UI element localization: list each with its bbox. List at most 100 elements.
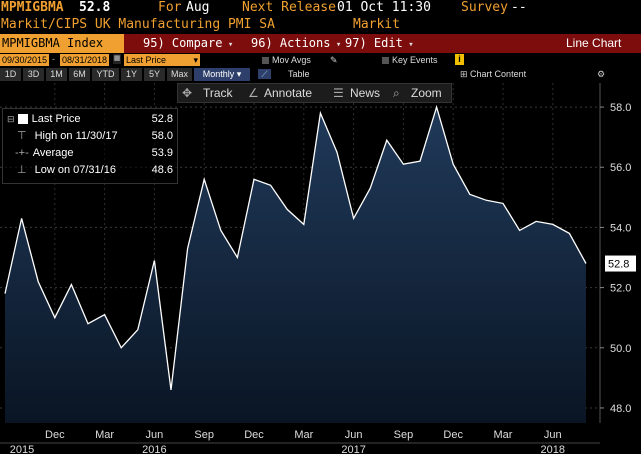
x-tick-label: Dec xyxy=(45,429,65,441)
security-description: Markit/CIPS UK Manufacturing PMI SA xyxy=(1,17,275,32)
x-tick-label: Dec xyxy=(443,429,463,441)
y-tick-label: 58.0 xyxy=(610,102,631,114)
x-year-label: 2015 xyxy=(10,444,34,454)
price-area xyxy=(5,107,586,423)
x-tick-label: Mar xyxy=(95,429,114,441)
x-year-label: 2016 xyxy=(142,444,166,454)
zoom-button[interactable]: Zoom xyxy=(411,86,442,100)
for-value: Aug xyxy=(186,0,210,15)
description-row: Markit/CIPS UK Manufacturing PMI SA Mark… xyxy=(0,16,641,33)
zoom-icon: ⌕ xyxy=(393,86,400,100)
ticker-symbol: MPMIGBMA xyxy=(1,0,64,15)
y-tick-label: 50.0 xyxy=(610,343,631,355)
period-1m[interactable]: 1M xyxy=(46,68,67,81)
key-events-checkbox[interactable] xyxy=(382,57,389,65)
mov-avgs-label: Mov Avgs xyxy=(272,55,311,65)
x-tick-label: Jun xyxy=(146,429,164,441)
period-6m[interactable]: 6M xyxy=(69,68,90,81)
track-button[interactable]: Track xyxy=(203,86,233,100)
move-icon[interactable]: ✥ xyxy=(182,86,193,100)
price-line xyxy=(4,104,587,390)
next-release-value: 01 Oct 11:30 xyxy=(337,0,431,15)
info-icon[interactable]: i xyxy=(455,54,464,65)
security-header: MPMIGBMA 52.8 For Aug Next Release 01 Oc… xyxy=(0,0,641,16)
mov-avgs-checkbox[interactable] xyxy=(262,57,269,65)
gear-icon[interactable]: ⚙ xyxy=(597,69,606,79)
period-max[interactable]: Max xyxy=(167,68,192,81)
legend-average-value: 53.9 xyxy=(151,147,173,159)
x-tick-label: Dec xyxy=(244,429,264,441)
low-marker-icon: ⊥ xyxy=(17,164,27,176)
actions-button[interactable]: 96) Actions ▾ xyxy=(251,36,342,50)
x-tick-label: Mar xyxy=(494,429,513,441)
x-tick-label: Jun xyxy=(345,429,363,441)
line-chart-icon[interactable]: ⟋ xyxy=(258,69,271,79)
y-tick-labels: 48.0 50.0 52.0 54.0 56.0 58.0 xyxy=(600,102,631,415)
security-field[interactable]: MPMIGBMA Index xyxy=(0,34,124,53)
legend-low-label: Low on 07/31/16 xyxy=(34,164,116,176)
legend-average: -+- Average 53.9 xyxy=(7,146,175,160)
period-bar: 1D 3D 1M 6M YTD 1Y 5Y Max Monthly ▾ ⟋ Ta… xyxy=(0,67,641,82)
actions-label: 96) Actions xyxy=(251,36,331,50)
x-year-label: 2018 xyxy=(541,444,565,454)
legend-low-value: 48.6 xyxy=(151,164,173,176)
chart-icon: ⊞ xyxy=(460,69,471,79)
table-button[interactable]: Table xyxy=(288,69,310,79)
next-release-label: Next Release xyxy=(242,0,336,15)
period-ytd[interactable]: YTD xyxy=(92,68,119,81)
chart-content-button[interactable]: ⊞ Chart Content xyxy=(460,67,526,82)
frequency-select[interactable]: Monthly ▾ xyxy=(194,68,250,81)
period-1d[interactable]: 1D xyxy=(0,68,21,81)
field-select[interactable]: Last Price ▾ xyxy=(124,54,200,66)
series-swatch xyxy=(17,114,28,125)
compare-button[interactable]: 95) Compare ▾ xyxy=(143,36,234,50)
data-source: Markit xyxy=(353,17,400,32)
period-3d[interactable]: 3D xyxy=(23,68,44,81)
pencil-icon[interactable]: ✎ xyxy=(330,55,338,65)
date-separator: - xyxy=(52,54,55,64)
compare-label: 95) Compare xyxy=(143,36,223,50)
x-tick-label: Mar xyxy=(294,429,313,441)
average-marker-icon: -+- xyxy=(15,147,29,159)
period-5y[interactable]: 5Y xyxy=(144,68,165,81)
edit-button[interactable]: 97) Edit ▾ xyxy=(345,36,414,50)
y-tick-label: 54.0 xyxy=(610,222,631,234)
annotate-icon: ∠ xyxy=(248,86,259,100)
survey-label: Survey xyxy=(461,0,508,15)
chart-toolbar: ✥ Track ∠ Annotate ☰ News ⌕ Zoom xyxy=(177,83,452,103)
legend-last-price-value: 52.8 xyxy=(151,113,173,125)
key-events-label: Key Events xyxy=(392,55,438,65)
key-events-toggle[interactable]: Key Events xyxy=(382,53,438,67)
frequency-label: Monthly xyxy=(202,69,235,79)
news-button[interactable]: News xyxy=(350,86,381,100)
period-1y[interactable]: 1Y xyxy=(121,68,142,81)
legend-average-label: Average xyxy=(32,147,74,159)
for-label: For xyxy=(158,0,182,15)
last-value: 52.8 xyxy=(79,0,111,15)
start-date-field[interactable]: 09/30/2015 xyxy=(0,54,50,66)
high-marker-icon: ⊤ xyxy=(17,130,27,142)
collapse-icon[interactable]: ⊟ xyxy=(7,114,15,124)
legend-last-price: ⊟ Last Price 52.8 xyxy=(7,112,175,126)
field-select-label: Last Price xyxy=(126,55,167,65)
legend-high-value: 58.0 xyxy=(151,130,173,142)
price-chart[interactable]: 48.0 50.0 52.0 54.0 56.0 58.0 Dec Mar Jun Sep Dec… xyxy=(0,83,641,454)
news-icon: ☰ xyxy=(333,86,344,100)
y-tick-label: 56.0 xyxy=(610,162,631,174)
view-type: Line Chart xyxy=(566,36,622,50)
calendar-icon[interactable]: ▦ xyxy=(113,54,121,64)
mov-avgs-toggle[interactable]: Mov Avgs xyxy=(262,53,311,67)
annotate-button[interactable]: Annotate xyxy=(264,86,313,100)
x-tick-label: Sep xyxy=(194,429,214,441)
y-tick-label: 52.0 xyxy=(610,283,631,295)
legend-high: ⊤ High on 11/30/17 58.0 xyxy=(7,129,175,143)
last-value-label: 52.8 xyxy=(608,259,629,271)
survey-value: -- xyxy=(511,0,527,15)
y-tick-label: 48.0 xyxy=(610,403,631,415)
end-date-field[interactable]: 08/31/2018 xyxy=(60,54,110,66)
command-bar: MPMIGBMA Index 95) Compare ▾ 96) Actions… xyxy=(0,34,641,53)
options-bar: 09/30/2015 - 08/31/2018 ▦ Last Price ▾ Mo… xyxy=(0,53,641,67)
x-tick-label: Sep xyxy=(394,429,414,441)
chart-legend: ⊟ Last Price 52.8 ⊤ High on 11/30/17 58.0… xyxy=(2,108,178,184)
last-value-badge xyxy=(605,255,636,272)
